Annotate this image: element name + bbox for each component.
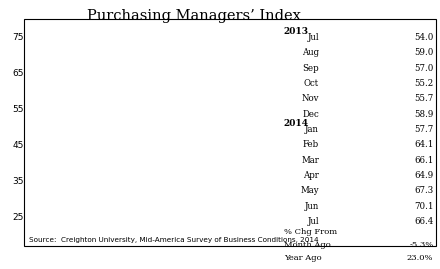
Text: Jun: Jun xyxy=(305,202,319,211)
Text: 66.1: 66.1 xyxy=(414,156,433,165)
Text: Aug: Aug xyxy=(302,48,319,58)
Text: Nov: Nov xyxy=(301,94,319,104)
Text: 54.0: 54.0 xyxy=(414,33,433,42)
Text: Jan: Jan xyxy=(305,125,319,134)
Text: Feb: Feb xyxy=(303,140,319,150)
Text: Dec: Dec xyxy=(302,110,319,119)
Text: 70.1: 70.1 xyxy=(414,202,433,211)
Text: Source:  Creighton University, Mid-America Survey of Business Conditions, 2014: Source: Creighton University, Mid-Americ… xyxy=(29,237,318,243)
Text: Jul: Jul xyxy=(308,217,319,226)
Text: 23.0%: 23.0% xyxy=(407,254,433,262)
Text: 64.1: 64.1 xyxy=(414,140,433,150)
Text: Year Ago: Year Ago xyxy=(284,254,322,262)
Text: 58.9: 58.9 xyxy=(414,110,433,119)
Text: Jul: Jul xyxy=(308,33,319,42)
Text: 2014: 2014 xyxy=(284,119,309,128)
Text: Apr: Apr xyxy=(303,171,319,180)
Text: Purchasing Managers’ Index: Purchasing Managers’ Index xyxy=(87,9,301,23)
Text: May: May xyxy=(301,186,319,196)
Text: 57.0: 57.0 xyxy=(414,64,433,73)
Text: Month Ago: Month Ago xyxy=(284,240,330,249)
Text: 57.7: 57.7 xyxy=(414,125,433,134)
Text: 2013: 2013 xyxy=(284,27,309,36)
Text: 67.3: 67.3 xyxy=(414,186,433,196)
Text: Sep: Sep xyxy=(302,64,319,73)
Text: 55.2: 55.2 xyxy=(414,79,433,88)
Text: Oct: Oct xyxy=(304,79,319,88)
Text: 55.7: 55.7 xyxy=(414,94,433,104)
Text: -5.3%: -5.3% xyxy=(409,240,433,249)
Text: % Chg From: % Chg From xyxy=(284,228,337,236)
Text: 59.0: 59.0 xyxy=(414,48,433,58)
Text: Mar: Mar xyxy=(301,156,319,165)
Text: 66.4: 66.4 xyxy=(414,217,433,226)
Text: 64.9: 64.9 xyxy=(414,171,433,180)
